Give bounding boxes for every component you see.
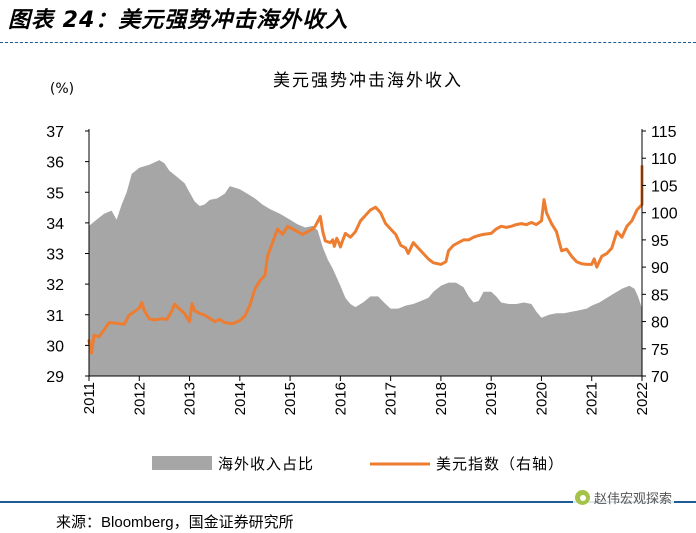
right-axis-tick-label: 90 xyxy=(651,260,669,277)
x-axis-tick-label: 2017 xyxy=(383,382,400,415)
source-rest: ，国金证券研究所 xyxy=(173,513,294,531)
x-axis-tick-label: 2020 xyxy=(533,382,550,415)
left-axis-tick-label: 32 xyxy=(46,277,64,294)
legend-label-area: 海外收入占比 xyxy=(218,455,314,473)
x-axis-tick-label: 2015 xyxy=(282,382,299,415)
right-axis-tick-label: 105 xyxy=(651,178,678,195)
x-axis-tick-label: 2022 xyxy=(634,382,651,415)
left-axis-tick-label: 36 xyxy=(46,155,64,172)
left-axis-unit: (%) xyxy=(50,81,74,97)
right-axis-tick-label: 80 xyxy=(651,315,669,332)
series-line-dollar-index xyxy=(87,164,644,355)
x-axis-tick-label: 2011 xyxy=(81,382,98,414)
x-axis-tick-label: 2021 xyxy=(584,382,601,415)
x-axis-tick-label: 2016 xyxy=(332,382,349,415)
chart-title: 美元强势冲击海外收入 xyxy=(273,71,463,91)
source-label: 来源： xyxy=(56,513,102,531)
x-axis-tick-label: 2014 xyxy=(232,382,249,415)
source-note: 来源：Bloomberg，国金证券研究所 xyxy=(56,511,294,532)
left-axis-tick-label: 35 xyxy=(46,185,64,202)
title-divider xyxy=(0,42,696,43)
chart-legend: 海外收入占比 美元指数（右轴） xyxy=(152,455,564,473)
x-axis-tick-label: 2013 xyxy=(182,382,199,415)
figure-title: 图表 24：美元强势冲击海外收入 xyxy=(8,8,349,33)
dual-axis-chart: 美元强势冲击海外收入 (%) 29 30 31 32 33 34 35 36 37 70 75 80 8… xyxy=(46,71,678,473)
axes: 29 30 31 32 33 34 35 36 37 70 75 80 85 90 95 100 105 110 1… xyxy=(46,124,678,415)
left-axis-tick-label: 34 xyxy=(46,216,64,233)
right-axis-tick-label: 95 xyxy=(651,233,669,250)
x-axis-tick-label: 2018 xyxy=(433,382,450,415)
right-axis-tick-label: 115 xyxy=(651,124,677,141)
legend-label-line: 美元指数（右轴） xyxy=(436,455,564,473)
left-axis-tick-label: 33 xyxy=(46,247,64,264)
right-axis-tick-label: 75 xyxy=(651,342,669,359)
x-axis-tick-label: 2019 xyxy=(483,382,500,415)
left-axis-tick-label: 37 xyxy=(46,124,64,141)
footer-divider xyxy=(0,501,696,503)
x-axis-tick-label: 2012 xyxy=(131,382,148,415)
right-axis-tick-label: 110 xyxy=(651,151,677,168)
plot-area xyxy=(87,160,644,376)
watermark: 赵伟宏观探索 xyxy=(572,488,674,507)
left-axis-tick-label: 30 xyxy=(46,338,64,355)
legend-swatch-area xyxy=(152,456,212,470)
wechat-icon xyxy=(574,490,590,505)
source-name: Bloomberg xyxy=(101,514,174,531)
right-axis-tick-label: 85 xyxy=(651,287,669,304)
series-area-overseas-revenue-share xyxy=(89,160,642,376)
watermark-text: 赵伟宏观探索 xyxy=(593,492,672,507)
right-axis-tick-label: 100 xyxy=(651,206,678,223)
right-axis-tick-label: 70 xyxy=(651,369,669,386)
left-axis-tick-label: 29 xyxy=(46,369,64,386)
left-axis-tick-label: 31 xyxy=(46,308,64,325)
